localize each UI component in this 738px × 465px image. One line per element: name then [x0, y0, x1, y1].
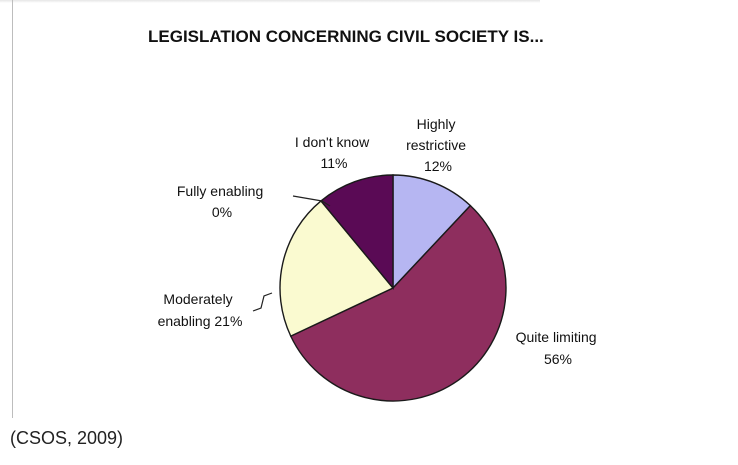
label-quite-limiting: Quite limiting 56% — [516, 329, 601, 367]
label-i-dont-know: I don't know 11% — [295, 134, 373, 171]
value-fully-enabling: 0% — [212, 204, 232, 220]
pie-slice-moderately-enabling — [279, 199, 395, 338]
pie-slice-highly-restrictive — [392, 174, 472, 290]
frame-border — [12, 0, 13, 418]
chart-title: LEGISLATION CONCERNING CIVIL SOCIETY IS.… — [148, 27, 544, 46]
leader-lines — [252, 195, 331, 312]
value-i-dont-know: 11% — [321, 155, 348, 171]
pie-chart: LEGISLATION CONCERNING CIVIL SOCIETY IS.… — [148, 27, 601, 402]
top-border — [0, 0, 540, 3]
pie-slice-i-don-t-know — [319, 174, 394, 290]
leader-line-moderately-enabling — [252, 292, 273, 312]
pie-slice-quite-limiting — [289, 204, 507, 402]
source-citation: (CSOS, 2009) — [10, 428, 124, 448]
value-quite-limiting: 56% — [544, 351, 572, 367]
leader-line-fully-enabling — [292, 195, 331, 207]
label-fully-enabling: Fully enabling 0% — [177, 183, 267, 220]
value-highly-restrictive: 12% — [424, 158, 452, 174]
label-moderately-enabling: Moderately enabling 21% — [158, 291, 243, 329]
pie-slices — [279, 174, 507, 402]
label-highly-restrictive: Highly restrictive 12% — [406, 116, 470, 174]
